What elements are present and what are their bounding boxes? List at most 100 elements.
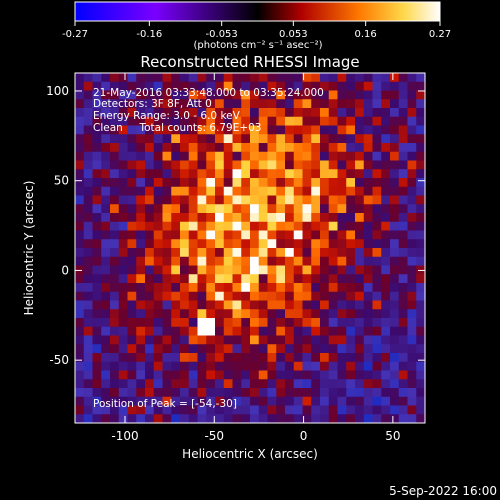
heatmap-cell bbox=[311, 230, 321, 240]
heatmap-cell bbox=[145, 239, 155, 249]
heatmap-cell bbox=[206, 414, 216, 423]
heatmap-cell bbox=[232, 73, 242, 83]
heatmap-cell bbox=[171, 353, 181, 363]
heatmap-cell bbox=[101, 108, 111, 118]
heatmap-cell bbox=[398, 204, 408, 214]
heatmap-cell bbox=[145, 108, 155, 118]
heatmap-cell bbox=[416, 379, 425, 389]
heatmap-cell bbox=[416, 283, 425, 293]
heatmap-cell bbox=[101, 151, 111, 161]
heatmap-cell bbox=[232, 204, 242, 214]
heatmap-cell bbox=[258, 143, 268, 153]
heatmap-cell bbox=[293, 405, 303, 415]
heatmap-cell bbox=[118, 116, 128, 126]
heatmap-cell bbox=[136, 370, 146, 380]
heatmap-cell bbox=[153, 344, 163, 354]
heatmap-cell bbox=[153, 186, 163, 196]
heatmap-cell bbox=[241, 178, 251, 188]
heatmap-cell bbox=[171, 318, 181, 328]
heatmap-cell bbox=[372, 169, 382, 179]
heatmap-cell bbox=[197, 125, 207, 135]
heatmap-cell bbox=[381, 90, 391, 100]
heatmap-cell bbox=[381, 221, 391, 231]
heatmap-cell bbox=[223, 134, 233, 144]
heatmap-cell bbox=[171, 160, 181, 170]
heatmap-cell bbox=[302, 370, 312, 380]
heatmap-cell bbox=[188, 248, 198, 258]
heatmap-cell bbox=[285, 239, 295, 249]
heatmap-cell bbox=[188, 379, 198, 389]
heatmap-cell bbox=[206, 90, 216, 100]
heatmap-cell bbox=[381, 186, 391, 196]
heatmap-cell bbox=[110, 256, 120, 266]
heatmap-cell bbox=[302, 169, 312, 179]
heatmap-cell bbox=[320, 73, 330, 83]
heatmap-cell bbox=[285, 195, 295, 205]
heatmap-cell bbox=[232, 81, 242, 91]
heatmap-cell bbox=[136, 388, 146, 398]
heatmap-cell bbox=[293, 204, 303, 214]
heatmap-cell bbox=[232, 143, 242, 153]
heatmap-cell bbox=[311, 108, 321, 118]
heatmap-cell bbox=[223, 256, 233, 266]
heatmap-cell bbox=[153, 73, 163, 83]
heatmap-cell bbox=[162, 309, 172, 319]
heatmap-cell bbox=[363, 291, 373, 301]
heatmap-cell bbox=[398, 230, 408, 240]
heatmap-cell bbox=[223, 274, 233, 284]
heatmap-cell bbox=[153, 248, 163, 258]
heatmap-cell bbox=[311, 221, 321, 231]
heatmap-cell bbox=[101, 213, 111, 223]
heatmap-cell bbox=[398, 99, 408, 109]
heatmap-cell bbox=[206, 99, 216, 109]
heatmap-cell bbox=[75, 309, 85, 319]
heatmap-cell bbox=[110, 143, 120, 153]
heatmap-cell bbox=[101, 274, 111, 284]
heatmap-cell bbox=[92, 335, 102, 345]
heatmap-cell bbox=[355, 90, 365, 100]
heatmap-cell bbox=[145, 309, 155, 319]
heatmap-cell bbox=[171, 178, 181, 188]
heatmap-cell bbox=[293, 274, 303, 284]
heatmap-cell bbox=[416, 125, 425, 135]
heatmap-cell bbox=[311, 90, 321, 100]
heatmap-cell bbox=[250, 239, 260, 249]
heatmap-cell bbox=[337, 239, 347, 249]
heatmap-cell bbox=[75, 256, 85, 266]
heatmap-cell bbox=[215, 186, 225, 196]
heatmap-cell bbox=[153, 239, 163, 249]
heatmap-cell bbox=[381, 283, 391, 293]
heatmap-cell bbox=[320, 99, 330, 109]
heatmap-cell bbox=[110, 283, 120, 293]
heatmap-cell bbox=[232, 178, 242, 188]
heatmap-cell bbox=[311, 405, 321, 415]
heatmap-cell bbox=[267, 134, 277, 144]
heatmap-cell bbox=[83, 396, 93, 406]
heatmap-cell bbox=[407, 160, 417, 170]
heatmap-cell bbox=[197, 335, 207, 345]
heatmap-cell bbox=[381, 239, 391, 249]
heatmap-cell bbox=[118, 396, 128, 406]
heatmap-cell bbox=[188, 151, 198, 161]
heatmap-cell bbox=[363, 405, 373, 415]
heatmap-cell bbox=[145, 335, 155, 345]
heatmap-cell bbox=[346, 195, 356, 205]
heatmap-cell bbox=[188, 283, 198, 293]
heatmap-cell bbox=[110, 248, 120, 258]
heatmap-cell bbox=[267, 125, 277, 135]
heatmap-cell bbox=[197, 169, 207, 179]
heatmap-cell bbox=[145, 370, 155, 380]
heatmap-cell bbox=[232, 99, 242, 109]
heatmap-cell bbox=[197, 388, 207, 398]
heatmap-cell bbox=[171, 134, 181, 144]
heatmap-cell bbox=[250, 309, 260, 319]
heatmap-cell bbox=[83, 81, 93, 91]
heatmap-cell bbox=[302, 274, 312, 284]
heatmap-cell bbox=[118, 388, 128, 398]
heatmap-cell bbox=[302, 353, 312, 363]
heatmap-cell bbox=[118, 143, 128, 153]
heatmap-cell bbox=[355, 230, 365, 240]
colorbar-tick-label: 0.053 bbox=[279, 29, 308, 40]
heatmap-cell bbox=[267, 99, 277, 109]
